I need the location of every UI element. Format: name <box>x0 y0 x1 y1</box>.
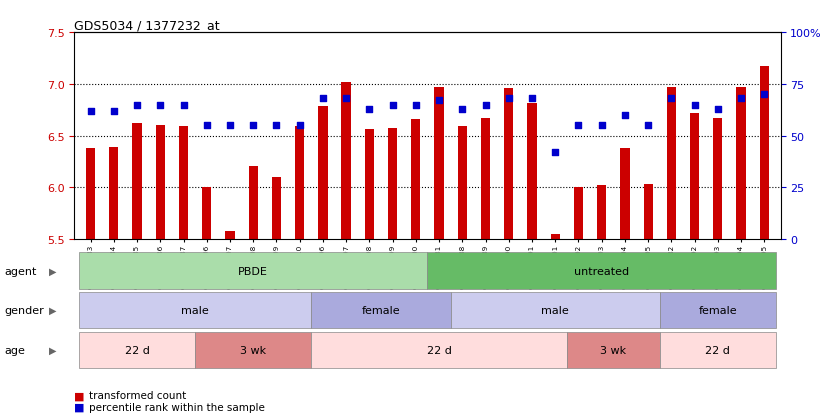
Point <box>363 106 376 113</box>
Bar <box>225 231 235 240</box>
Bar <box>643 185 653 240</box>
Bar <box>527 103 537 240</box>
Point <box>154 102 167 109</box>
Bar <box>109 148 118 240</box>
Text: ■: ■ <box>74 402 85 412</box>
Bar <box>341 83 351 240</box>
Bar <box>434 88 444 240</box>
Point <box>107 108 121 115</box>
Text: age: age <box>4 345 25 355</box>
Point <box>502 96 515 102</box>
Point <box>131 102 144 109</box>
Point <box>386 102 399 109</box>
Point <box>433 98 446 104</box>
Point <box>456 106 469 113</box>
Point <box>572 123 585 129</box>
Text: 22 d: 22 d <box>125 345 150 355</box>
Bar <box>597 186 606 240</box>
Point <box>595 123 608 129</box>
Bar <box>760 67 769 240</box>
Point <box>642 123 655 129</box>
Point <box>688 102 701 109</box>
Text: ▶: ▶ <box>49 266 56 276</box>
Point <box>223 123 236 129</box>
Point <box>619 112 632 119</box>
Text: gender: gender <box>4 305 44 315</box>
Point <box>339 96 353 102</box>
Point <box>757 92 771 98</box>
Text: agent: agent <box>4 266 36 276</box>
Bar <box>318 106 328 240</box>
Bar <box>179 127 188 240</box>
Text: 3 wk: 3 wk <box>240 345 266 355</box>
Point <box>316 96 330 102</box>
Bar <box>737 88 746 240</box>
Point <box>200 123 213 129</box>
Point <box>177 102 190 109</box>
Text: GDS5034 / 1377232_at: GDS5034 / 1377232_at <box>74 19 220 32</box>
Point <box>479 102 492 109</box>
Point <box>711 106 724 113</box>
Bar <box>155 126 165 240</box>
Bar <box>574 188 583 240</box>
Bar <box>249 166 258 240</box>
Text: female: female <box>699 305 737 315</box>
Text: ▶: ▶ <box>49 305 56 315</box>
Text: 22 d: 22 d <box>705 345 730 355</box>
Bar <box>202 188 211 240</box>
Bar <box>388 129 397 240</box>
Point <box>84 108 97 115</box>
Point <box>293 123 306 129</box>
Point <box>525 96 539 102</box>
Text: male: male <box>541 305 569 315</box>
Text: ■: ■ <box>74 390 85 400</box>
Bar <box>458 127 467 240</box>
Bar <box>272 178 281 240</box>
Text: transformed count: transformed count <box>89 390 187 400</box>
Text: ▶: ▶ <box>49 345 56 355</box>
Bar <box>295 127 304 240</box>
Text: percentile rank within the sample: percentile rank within the sample <box>89 402 265 412</box>
Text: male: male <box>181 305 209 315</box>
Point <box>548 150 562 156</box>
Text: 22 d: 22 d <box>427 345 452 355</box>
Text: PBDE: PBDE <box>238 266 268 276</box>
Point <box>409 102 422 109</box>
Point <box>665 96 678 102</box>
Text: untreated: untreated <box>574 266 629 276</box>
Text: 3 wk: 3 wk <box>601 345 626 355</box>
Point <box>247 123 260 129</box>
Text: female: female <box>362 305 401 315</box>
Bar <box>411 120 420 240</box>
Bar <box>713 119 723 240</box>
Point <box>734 96 748 102</box>
Bar <box>365 130 374 240</box>
Bar <box>690 114 700 240</box>
Bar <box>132 124 142 240</box>
Point <box>270 123 283 129</box>
Bar <box>86 149 95 240</box>
Bar <box>551 235 560 240</box>
Bar <box>504 89 514 240</box>
Bar <box>667 88 676 240</box>
Bar <box>620 149 629 240</box>
Bar <box>481 119 490 240</box>
